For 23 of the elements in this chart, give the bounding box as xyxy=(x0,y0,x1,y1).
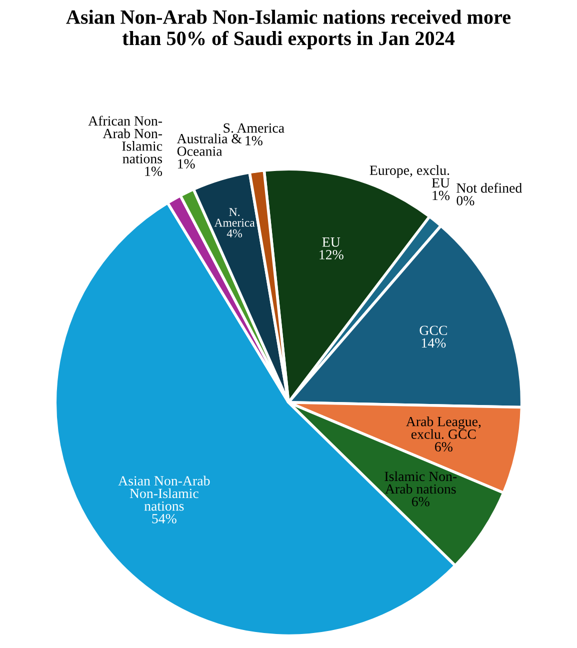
slice-label: EU xyxy=(322,238,340,247)
chart-title: Asian Non-Arab Non-Islamic nations received more than 50% of Saudi exports in Jan 2024 xyxy=(66,10,511,50)
text: 0% xyxy=(456,196,474,206)
slice-label: African Non- Arab Non- Islamic nations xyxy=(88,116,162,164)
data-label: 4% xyxy=(226,229,242,238)
category-label: Not defined xyxy=(456,182,522,193)
data-label: 1% xyxy=(432,190,450,200)
slice-label: N. America xyxy=(214,208,255,227)
slice-label: S. America xyxy=(224,123,284,133)
data-label: 1% xyxy=(145,166,162,176)
data-label: 14% xyxy=(422,338,446,348)
slice-label: GCC xyxy=(420,326,447,336)
slice-label: Asian Non-Arab Non-Islamic nations xyxy=(118,476,210,511)
slice-label: Europe, exclu. EU xyxy=(370,165,450,188)
data-label: 54% xyxy=(152,514,176,524)
slice-label: Australia & Oceania xyxy=(176,134,242,156)
data-label: 1% xyxy=(178,159,195,169)
slice-label: Arab League, exclu. GCC xyxy=(406,416,481,439)
slice-label: Islamic Non- Arab nations xyxy=(384,471,457,494)
data-label: 6% xyxy=(412,496,430,506)
data-label: 1% xyxy=(246,136,262,146)
data-label: 6% xyxy=(435,442,452,452)
data-label: 12% xyxy=(320,250,344,260)
